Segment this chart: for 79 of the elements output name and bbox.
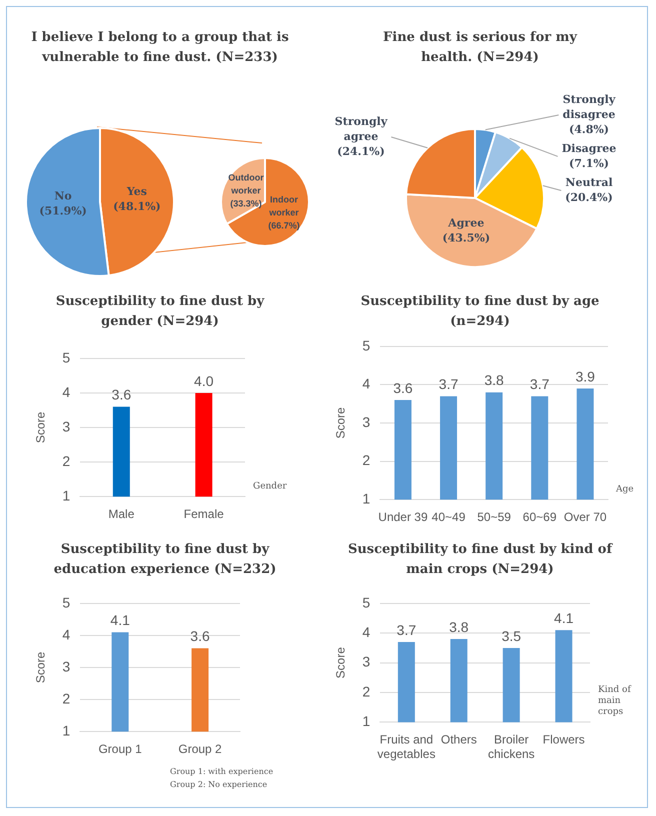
y-axis-title: Score (334, 407, 348, 439)
y-tick-label: 2 (362, 452, 370, 468)
x-tick-label: 60~69 (522, 510, 557, 524)
x-tick-label: 50~59 (477, 510, 512, 524)
data-label: 3.7 (438, 376, 458, 392)
data-label: 3.9 (575, 368, 596, 384)
x-tick-label: 40~49 (432, 510, 466, 524)
x-tick-label: Broiler chickens (488, 732, 535, 762)
x-axis-title: Age (615, 484, 634, 495)
data-label: 3.7 (530, 376, 550, 392)
data-label: (51.9%) (39, 204, 87, 218)
y-tick-label: 3 (362, 414, 370, 430)
y-tick-label: 5 (362, 594, 370, 610)
x-tick-label: Others (440, 732, 477, 747)
x-tick-label: Group 2 (178, 742, 222, 756)
y-tick-label: 1 (362, 713, 370, 730)
data-label: 3.6 (393, 380, 413, 396)
data-label: 3.8 (449, 618, 469, 635)
data-label: (4.8%) (569, 122, 609, 136)
chart-title: Susceptibility to fine dust by education experience (N=232) (52, 541, 278, 579)
slice-label: Strongly disagree (562, 92, 616, 121)
data-label: 3.8 (484, 372, 504, 388)
data-label: (20.4%) (565, 190, 613, 204)
x-tick-label: Male (108, 507, 135, 522)
y-axis-title: Score (334, 646, 348, 678)
chart-title: I believe I belong to a group that is vulnerable to fine dust. (N=233) (30, 29, 290, 67)
data-label: 3.7 (396, 622, 416, 638)
y-tick-label: 5 (62, 594, 70, 610)
chart-title: Susceptibility to fine dust by age (n=294) (360, 293, 600, 331)
data-label: (48.1%) (113, 200, 161, 214)
slice-label: No (54, 190, 72, 203)
slice-label: Disagree (562, 142, 616, 155)
y-tick-label: 3 (62, 418, 70, 434)
data-label: (66.7%) (268, 220, 300, 231)
chart-title: Fine dust is serious for my health. (N=294) (382, 29, 578, 67)
data-label: (43.5%) (442, 232, 490, 245)
text: Group 1: with experience (170, 766, 274, 778)
y-tick-label: 4 (62, 626, 70, 642)
x-axis-title: Kind of main crops (598, 685, 632, 718)
x-tick-label: Flowers (542, 732, 585, 747)
data-label: 4.1 (110, 612, 130, 628)
x-tick-label: Under 39 (378, 510, 428, 524)
slice-label: Yes (126, 185, 147, 198)
y-tick-label: 5 (62, 349, 70, 366)
y-tick-label: 3 (362, 654, 370, 670)
y-axis-title: Score (34, 412, 48, 444)
data-label: (7.1%) (569, 156, 609, 170)
x-tick-label: Group 1 (98, 742, 142, 756)
data-label: 4.1 (554, 610, 574, 626)
data-label: 3.6 (190, 628, 210, 644)
chart-title: Susceptibility to fine dust by kind of main crops (N=294) (346, 541, 614, 579)
y-tick-label: 4 (362, 376, 370, 392)
y-tick-label: 2 (62, 690, 70, 706)
y-tick-label: 4 (362, 624, 370, 640)
data-label: 3.5 (502, 628, 522, 644)
slice-label: Strongly agree (334, 114, 388, 143)
data-label: 4.0 (194, 372, 214, 389)
x-tick-label: Fruits and vegetables (377, 732, 436, 762)
y-tick-label: 1 (362, 490, 370, 506)
y-axis-title: Score (34, 652, 48, 684)
y-tick-label: 2 (362, 683, 370, 700)
text: Group 2: No experience (170, 779, 268, 791)
y-tick-label: 1 (62, 487, 70, 504)
slice-label: Indoor worker (268, 194, 300, 218)
data-label: (24.1%) (337, 144, 385, 158)
slice-label: Neutral (565, 176, 613, 189)
y-tick-label: 4 (62, 384, 70, 400)
chart-title: Susceptibility to fine dust by gender (N=294) (54, 293, 266, 331)
y-tick-label: 1 (62, 722, 70, 738)
y-tick-label: 5 (362, 337, 370, 354)
x-tick-label: Over 70 (564, 510, 607, 524)
x-tick-label: Female (184, 507, 224, 522)
slice-label: Outdoor worker (228, 172, 264, 196)
x-axis-title: Gender (253, 482, 288, 492)
slice-label: Agree (447, 216, 484, 230)
data-label: (33.3%) (230, 198, 262, 208)
y-tick-label: 3 (62, 658, 70, 674)
data-label: 3.6 (112, 386, 132, 403)
y-tick-label: 2 (62, 452, 70, 469)
